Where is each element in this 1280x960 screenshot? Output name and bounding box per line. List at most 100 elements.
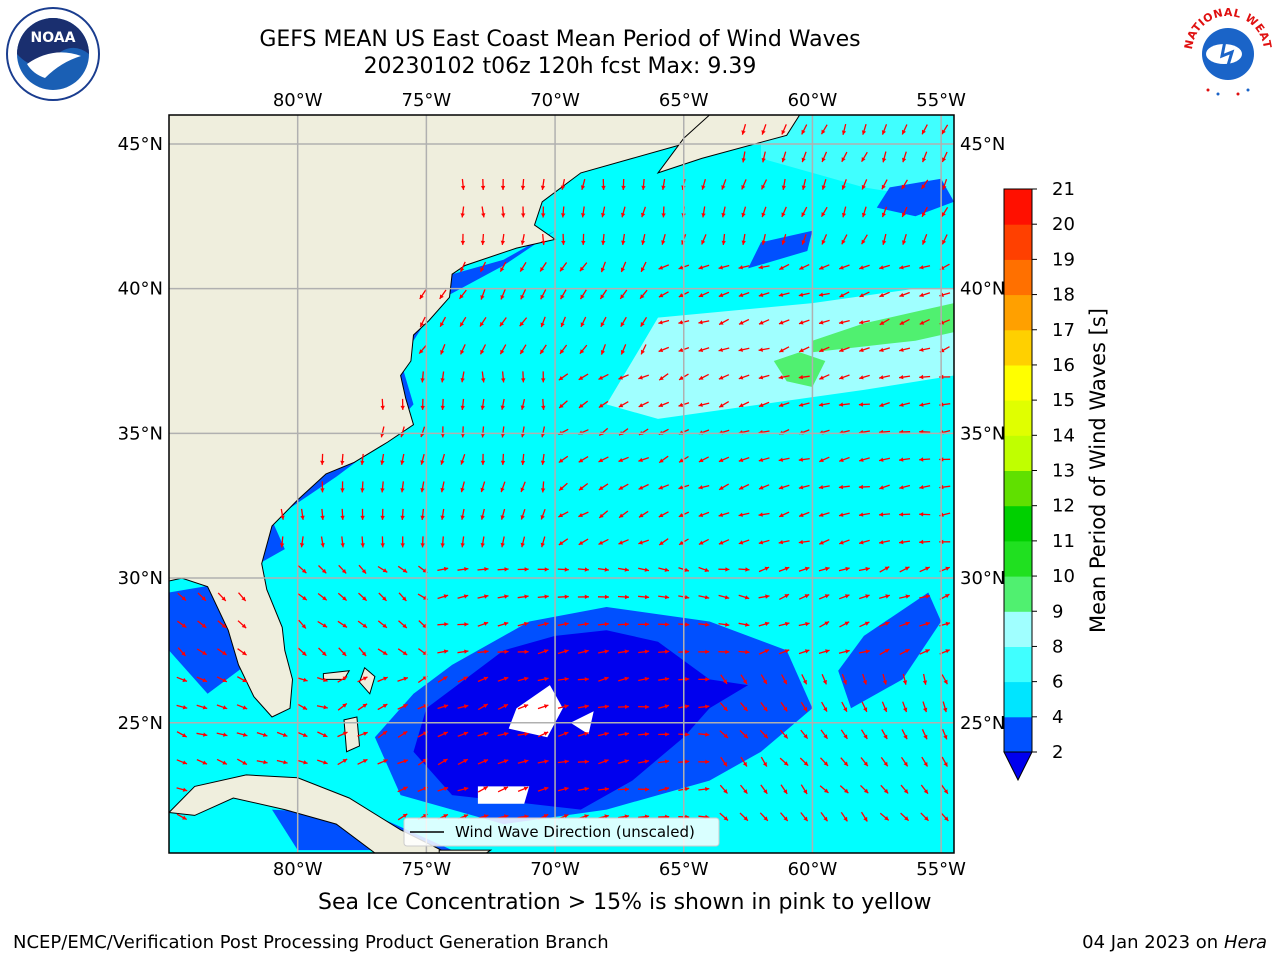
colorbar-tick-label: 6 bbox=[1052, 672, 1063, 693]
wave-direction-arrow bbox=[741, 124, 747, 135]
wave-direction-arrow bbox=[197, 592, 207, 602]
wave-direction-arrow bbox=[760, 784, 768, 795]
colorbar-tick-label: 10 bbox=[1052, 566, 1075, 587]
footer-machine: Hera bbox=[1223, 932, 1267, 953]
wave-direction-arrow bbox=[798, 319, 810, 325]
wave-direction-arrow bbox=[519, 317, 528, 327]
wave-direction-arrow bbox=[638, 622, 650, 627]
wave-direction-arrow bbox=[940, 784, 949, 795]
wave-direction-arrow bbox=[718, 264, 730, 270]
field-white-gap-1 bbox=[508, 685, 563, 738]
colorbar-segment bbox=[1004, 681, 1032, 718]
footer-date-text: 04 Jan 2023 on bbox=[1082, 932, 1224, 953]
colorbar-tick-label: 21 bbox=[1052, 179, 1075, 200]
colorbar-segment bbox=[1004, 646, 1032, 683]
wave-direction-arrow bbox=[799, 264, 810, 270]
wave-direction-arrow bbox=[920, 812, 929, 822]
land-hispaniola bbox=[438, 849, 493, 853]
lon-tick-label-bottom: 55°W bbox=[916, 859, 966, 880]
wave-direction-arrow bbox=[577, 731, 589, 737]
wave-direction-arrow bbox=[878, 375, 891, 380]
wave-direction-arrow bbox=[881, 206, 888, 218]
wave-direction-arrow bbox=[598, 373, 609, 380]
wave-direction-arrow bbox=[477, 567, 489, 572]
wave-direction-arrow bbox=[480, 453, 486, 465]
wave-direction-arrow bbox=[460, 344, 466, 355]
wave-direction-arrow bbox=[480, 426, 486, 438]
wave-direction-arrow bbox=[577, 594, 589, 599]
wave-direction-arrow bbox=[621, 178, 626, 191]
wave-direction-arrow bbox=[658, 649, 670, 654]
wave-direction-arrow bbox=[477, 649, 489, 654]
wave-direction-arrow bbox=[439, 289, 447, 300]
wave-direction-arrow bbox=[581, 233, 586, 245]
wave-direction-arrow bbox=[879, 566, 890, 573]
wave-direction-arrow bbox=[800, 729, 809, 740]
wave-direction-arrow bbox=[658, 594, 670, 600]
wave-direction-arrow bbox=[860, 784, 869, 794]
wave-direction-arrow bbox=[400, 453, 405, 465]
wave-direction-arrow bbox=[617, 594, 630, 600]
wave-direction-arrow bbox=[798, 402, 810, 407]
field-white-gap-2 bbox=[477, 786, 530, 804]
wave-direction-arrow bbox=[497, 703, 509, 710]
wave-direction-arrow bbox=[557, 731, 569, 737]
wave-direction-arrow bbox=[580, 316, 587, 328]
wave-direction-arrow bbox=[437, 675, 448, 683]
lat-tick-label-right: 45°N bbox=[960, 134, 1005, 155]
wave-direction-arrow bbox=[901, 124, 908, 135]
wave-direction-arrow bbox=[758, 594, 770, 599]
wave-direction-arrow bbox=[698, 759, 710, 764]
wave-direction-arrow bbox=[377, 648, 388, 656]
wave-direction-arrow bbox=[617, 622, 630, 627]
wave-direction-arrow bbox=[460, 398, 465, 410]
wave-direction-arrow bbox=[879, 264, 890, 270]
lon-tick-label-top: 75°W bbox=[402, 90, 452, 111]
wave-direction-arrow bbox=[440, 481, 445, 493]
chart-subtitle: 20230102 t06z 120h fcst Max: 9.39 bbox=[363, 54, 757, 79]
wave-direction-arrow bbox=[340, 453, 345, 465]
wave-direction-arrow bbox=[360, 481, 365, 493]
colorbar-tick-label: 17 bbox=[1052, 320, 1075, 341]
wave-direction-arrow bbox=[520, 398, 526, 410]
wave-direction-arrow bbox=[778, 292, 790, 297]
wave-direction-arrow bbox=[901, 179, 908, 190]
wave-direction-arrow bbox=[397, 648, 408, 656]
wave-direction-arrow bbox=[520, 289, 527, 300]
wave-direction-arrow bbox=[618, 456, 629, 463]
wave-direction-arrow bbox=[318, 565, 327, 574]
wave-direction-arrow bbox=[781, 206, 787, 218]
wave-direction-arrow bbox=[738, 483, 750, 490]
wave-direction-arrow bbox=[380, 453, 385, 465]
wave-direction-arrow bbox=[778, 319, 790, 325]
lat-tick-label-left: 30°N bbox=[118, 568, 163, 589]
wave-direction-arrow bbox=[819, 785, 829, 794]
wave-direction-arrow bbox=[740, 674, 748, 685]
wave-direction-arrow bbox=[778, 649, 790, 655]
wave-direction-arrow bbox=[540, 536, 546, 548]
wave-direction-arrow bbox=[920, 784, 929, 795]
wave-direction-arrow bbox=[761, 179, 768, 190]
wave-direction-arrow bbox=[661, 178, 666, 191]
wave-direction-arrow bbox=[497, 676, 509, 682]
wave-direction-arrow bbox=[579, 344, 588, 355]
colorbar-segment bbox=[1004, 611, 1032, 647]
wave-direction-arrow bbox=[558, 511, 569, 518]
wave-direction-arrow bbox=[618, 374, 629, 380]
wave-direction-arrow bbox=[420, 508, 425, 520]
wave-direction-arrow bbox=[641, 206, 647, 218]
wave-direction-arrow bbox=[437, 758, 448, 766]
wave-direction-arrow bbox=[841, 234, 848, 245]
wave-direction-arrow bbox=[780, 784, 788, 795]
wave-direction-arrow bbox=[620, 316, 627, 328]
wave-direction-arrow bbox=[298, 619, 307, 629]
wave-direction-arrow bbox=[358, 647, 367, 657]
wave-direction-arrow bbox=[838, 539, 850, 545]
wave-direction-arrow bbox=[780, 729, 789, 739]
wave-direction-arrow bbox=[620, 344, 627, 355]
wave-direction-arrow bbox=[798, 374, 810, 380]
wave-direction-arrow bbox=[520, 233, 525, 245]
wave-direction-arrow bbox=[618, 539, 629, 545]
wave-direction-arrow bbox=[780, 812, 789, 822]
wave-direction-arrow bbox=[357, 731, 368, 737]
